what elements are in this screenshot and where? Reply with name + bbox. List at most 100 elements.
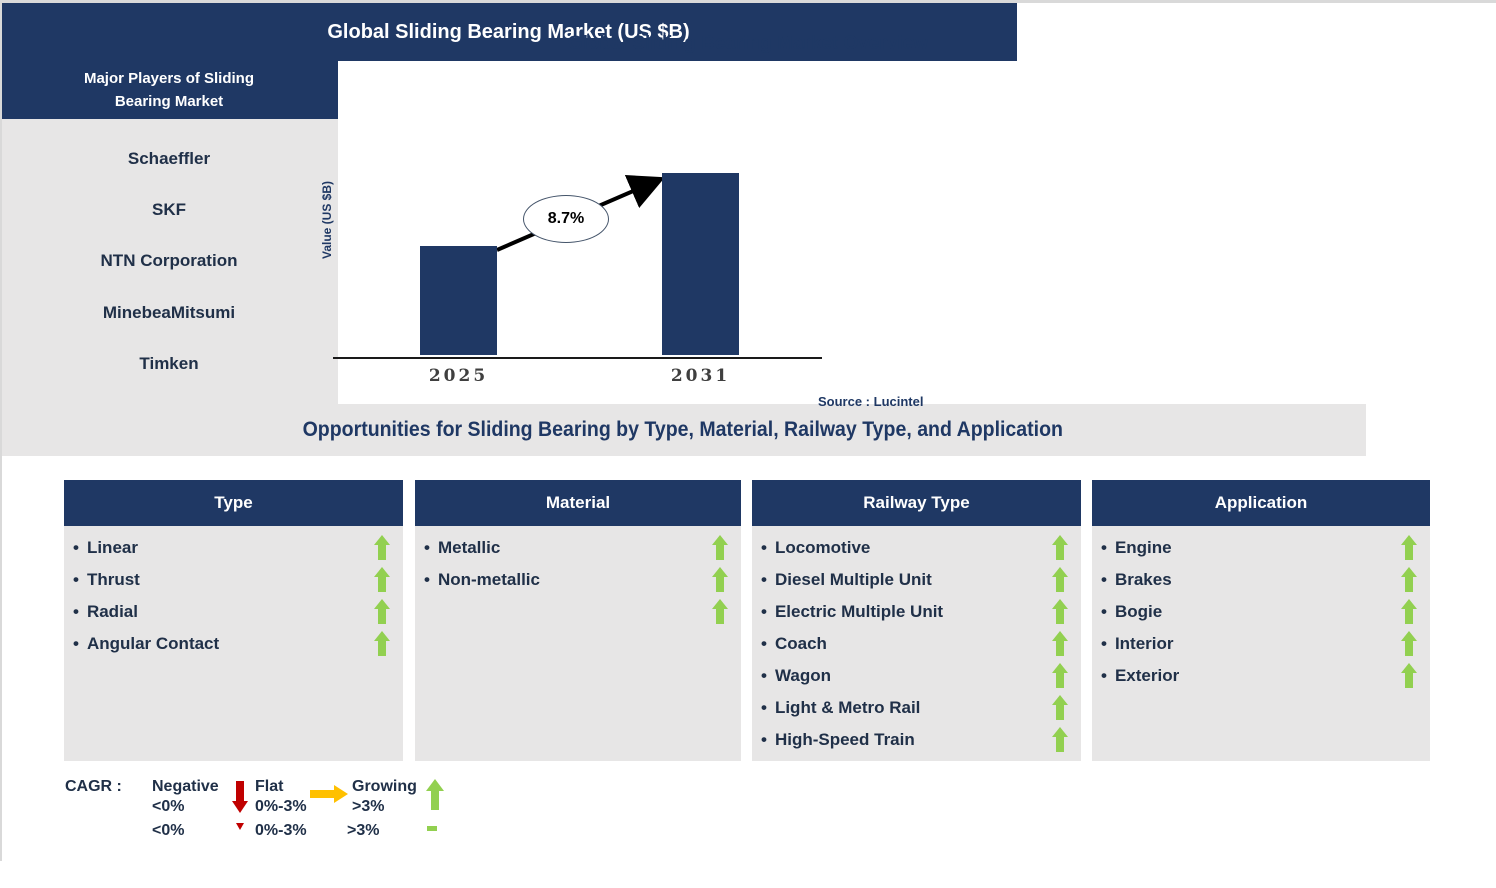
bullet: •	[1101, 570, 1107, 589]
x-tick-2031: 2031	[670, 366, 731, 386]
list-item: • Light & Metro Rail	[752, 692, 1081, 724]
bullet: •	[761, 602, 767, 621]
growing-up-arrow-icon	[1052, 631, 1068, 657]
item-label: Exterior	[1114, 666, 1180, 685]
item-label: High-Speed Train	[774, 730, 915, 749]
item-label: Locomotive	[774, 538, 871, 557]
bullet: •	[1101, 666, 1107, 685]
list-item: • Bogie	[1092, 596, 1430, 628]
growing-up-arrow-icon	[374, 567, 390, 593]
bar-2031	[662, 173, 739, 355]
bar-2025	[420, 246, 497, 355]
growing-up-arrow-icon	[1052, 663, 1068, 689]
bullet: •	[761, 666, 767, 685]
item-label: Diesel Multiple Unit	[774, 570, 932, 589]
column-railway-type-body: • Locomotive • Diesel Multiple Unit • El…	[752, 526, 1081, 756]
bullet: •	[1101, 538, 1107, 557]
list-item: • Interior	[1092, 628, 1430, 660]
bullet: •	[424, 570, 430, 589]
column-type-body: • Linear • Thrust • Radial • Angular Con…	[64, 526, 403, 660]
item-label: Engine	[1114, 538, 1172, 557]
cagr-value: 8.7%	[547, 210, 585, 227]
growing-up-arrow-icon	[712, 567, 728, 593]
company-name: SKF	[152, 200, 186, 220]
clipped-flat-range: 0%-3%	[255, 822, 307, 836]
x-axis-line	[333, 357, 822, 359]
clipped-down-arrow-icon	[236, 823, 244, 830]
bullet: •	[1101, 634, 1107, 653]
growing-up-arrow-icon	[1401, 567, 1417, 593]
column-type: Type • Linear • Thrust • Radial • Angula…	[64, 480, 403, 761]
list-item: • Angular Contact	[64, 628, 403, 660]
item-label: Metallic	[437, 538, 501, 557]
source-note: Source : Lucintel	[818, 394, 924, 409]
list-item: • Exterior	[1092, 660, 1430, 692]
item-label: Coach	[774, 634, 827, 653]
list-item: • Brakes	[1092, 564, 1430, 596]
legend-growing-label: Growing	[352, 778, 417, 795]
bullet: •	[761, 634, 767, 653]
opportunities-banner: Opportunities for Sliding Bearing by Typ…	[0, 404, 1366, 456]
column-material-header: Material	[415, 480, 741, 526]
item-label: Radial	[86, 602, 138, 621]
legend-negative-label: Negative	[152, 778, 219, 795]
chart-panel-title: Global Sliding Bearing Market (US $B)	[327, 20, 690, 43]
x-tick-2025: 2025	[428, 366, 489, 386]
chart-panel-header: Global Sliding Bearing Market (US $B)	[0, 3, 1017, 61]
column-material: Material • Metallic • Non-metallic	[415, 480, 741, 761]
growing-up-arrow-icon	[1052, 535, 1068, 561]
company-name: Timken	[139, 354, 199, 374]
growing-up-arrow-icon	[712, 535, 728, 561]
legend-flat-label: Flat	[255, 778, 284, 795]
list-item: • Coach	[752, 628, 1081, 660]
growing-up-arrow-icon	[1052, 727, 1068, 753]
growing-up-arrow-icon	[374, 599, 390, 625]
cagr-trend-arrow	[496, 175, 666, 252]
column-application-body: • Engine • Brakes • Bogie • Interior •	[1092, 526, 1430, 692]
major-players-header: Major Players of Sliding Bearing Market	[0, 61, 338, 119]
list-item: • Electric Multiple Unit	[752, 596, 1081, 628]
list-item: • High-Speed Train	[752, 724, 1081, 756]
item-label: Linear	[86, 538, 138, 557]
item-label: Wagon	[774, 666, 831, 685]
column-type-header: Type	[64, 480, 403, 526]
bullet: •	[761, 730, 767, 749]
clipped-negative-range: <0%	[152, 822, 185, 836]
opportunities-banner-text: Opportunities for Sliding Bearing by Typ…	[302, 418, 1064, 441]
bullet: •	[73, 538, 79, 557]
item-label: Interior	[1114, 634, 1174, 653]
item-label: Non-metallic	[437, 570, 540, 589]
list-item: • Radial	[64, 596, 403, 628]
legend-clipped-row: <0% 0%-3% >3%	[64, 821, 584, 836]
cagr-legend: CAGR : Negative <0% Flat 0%-3% Growing >…	[64, 775, 584, 837]
list-item: • Engine	[1092, 532, 1430, 564]
major-players-title: Major Players of Sliding Bearing Market	[83, 69, 255, 110]
growing-up-arrow-icon	[426, 779, 444, 811]
clipped-growing-range: >3%	[347, 822, 380, 836]
clipped-up-arrow-icon	[427, 826, 437, 831]
growing-up-arrow-icon	[1401, 663, 1417, 689]
company-name: Schaeffler	[127, 148, 211, 168]
legend-flat-range: 0%-3%	[255, 798, 307, 815]
growing-up-arrow-icon	[1052, 695, 1068, 721]
negative-down-arrow-icon	[232, 781, 248, 813]
list-item-arrow-only	[415, 596, 741, 628]
list-item: • Diesel Multiple Unit	[752, 564, 1081, 596]
growing-up-arrow-icon	[1401, 599, 1417, 625]
growing-up-arrow-icon	[712, 599, 728, 625]
list-item: • Thrust	[64, 564, 403, 596]
item-label: Light & Metro Rail	[774, 698, 921, 717]
column-railway-type: Railway Type • Locomotive • Diesel Multi…	[752, 480, 1081, 761]
list-item: • Wagon	[752, 660, 1081, 692]
growing-up-arrow-icon	[1401, 535, 1417, 561]
bullet: •	[73, 602, 79, 621]
growing-up-arrow-icon	[1052, 599, 1068, 625]
growing-up-arrow-icon	[1052, 567, 1068, 593]
legend-prefix: CAGR :	[65, 778, 122, 795]
bullet: •	[1101, 602, 1107, 621]
page-title: Global Sliding Bearing Market Overview	[567, 33, 929, 54]
bullet: •	[761, 698, 767, 717]
column-railway-type-header: Railway Type	[752, 480, 1081, 526]
item-label: Bogie	[1114, 602, 1163, 621]
company-name: NTN Corporation	[100, 251, 238, 271]
